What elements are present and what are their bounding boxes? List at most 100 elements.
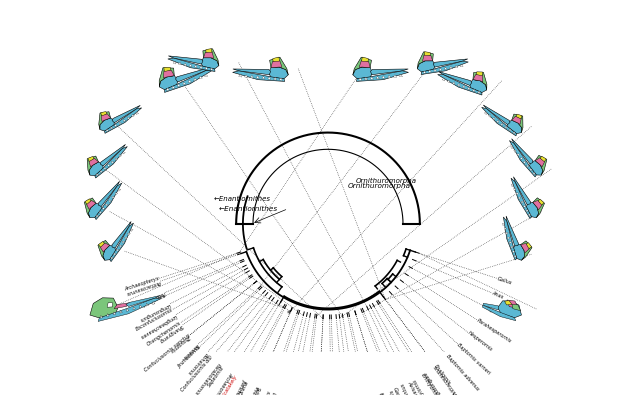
Polygon shape — [108, 164, 110, 167]
Polygon shape — [506, 216, 518, 246]
Polygon shape — [120, 310, 122, 313]
Text: Jinzhouornis: Jinzhouornis — [177, 344, 202, 369]
Polygon shape — [99, 241, 104, 247]
Polygon shape — [535, 155, 547, 175]
Polygon shape — [269, 57, 288, 75]
Text: Eoconfuciusornis: Eoconfuciusornis — [135, 307, 174, 332]
Polygon shape — [112, 222, 131, 248]
Text: Confuciusornis sanctus: Confuciusornis sanctus — [144, 333, 191, 373]
Polygon shape — [417, 61, 435, 72]
Polygon shape — [399, 74, 403, 77]
Polygon shape — [206, 49, 212, 53]
Polygon shape — [513, 251, 515, 253]
Polygon shape — [111, 127, 113, 129]
Polygon shape — [532, 173, 535, 175]
Polygon shape — [472, 89, 475, 92]
Text: Sapeornis: Sapeornis — [207, 365, 226, 388]
Polygon shape — [119, 122, 122, 124]
Polygon shape — [268, 77, 271, 80]
Polygon shape — [473, 74, 483, 82]
Text: Fortunguavis: Fortunguavis — [134, 290, 166, 308]
Polygon shape — [140, 305, 142, 308]
Polygon shape — [127, 233, 131, 235]
Text: Jianchagou: Jianchagou — [230, 378, 247, 395]
Polygon shape — [353, 57, 371, 75]
Text: Zhouornis: Zhouornis — [169, 333, 191, 352]
Text: Longbeacheaves: Longbeacheaves — [138, 312, 177, 339]
Polygon shape — [103, 245, 116, 260]
Polygon shape — [447, 80, 450, 83]
Polygon shape — [504, 217, 517, 260]
Polygon shape — [233, 69, 271, 75]
Polygon shape — [364, 77, 368, 80]
Polygon shape — [100, 145, 125, 166]
Polygon shape — [101, 114, 111, 122]
Text: Psittacosaurus: Psittacosaurus — [433, 363, 459, 395]
Polygon shape — [119, 245, 122, 247]
Text: Longusunguis: Longusunguis — [422, 371, 445, 395]
Polygon shape — [438, 71, 472, 85]
Polygon shape — [470, 79, 486, 92]
Polygon shape — [428, 70, 431, 72]
Polygon shape — [113, 253, 116, 256]
Text: Longipteryx: Longipteryx — [258, 390, 273, 395]
Polygon shape — [521, 243, 530, 253]
Polygon shape — [112, 196, 115, 199]
Polygon shape — [99, 211, 102, 214]
Polygon shape — [269, 67, 288, 79]
Polygon shape — [423, 71, 426, 73]
Polygon shape — [483, 105, 510, 124]
Polygon shape — [529, 214, 531, 216]
Polygon shape — [476, 72, 483, 76]
Text: Boluochia: Boluochia — [247, 385, 261, 395]
Polygon shape — [433, 59, 468, 67]
Polygon shape — [232, 71, 285, 81]
Polygon shape — [358, 78, 362, 80]
Polygon shape — [516, 193, 518, 195]
Polygon shape — [533, 200, 542, 210]
Polygon shape — [168, 56, 203, 64]
Polygon shape — [89, 158, 99, 167]
Text: Gallus: Gallus — [496, 276, 513, 286]
Polygon shape — [512, 116, 522, 124]
Polygon shape — [239, 74, 242, 77]
Polygon shape — [514, 255, 516, 258]
Polygon shape — [271, 60, 282, 68]
Polygon shape — [203, 49, 219, 66]
Polygon shape — [199, 76, 202, 79]
Polygon shape — [504, 228, 506, 230]
Polygon shape — [273, 57, 280, 62]
Text: Dapingfangornis: Dapingfangornis — [378, 392, 394, 395]
Polygon shape — [504, 301, 512, 305]
Polygon shape — [483, 303, 499, 310]
Polygon shape — [90, 298, 118, 318]
Polygon shape — [127, 117, 130, 119]
Polygon shape — [279, 78, 282, 81]
Polygon shape — [484, 112, 486, 115]
Text: Parabohairornis: Parabohairornis — [193, 361, 221, 395]
Polygon shape — [529, 169, 532, 171]
Polygon shape — [538, 199, 544, 205]
Polygon shape — [394, 75, 397, 77]
Polygon shape — [513, 245, 525, 260]
Polygon shape — [497, 120, 499, 123]
Polygon shape — [521, 241, 532, 260]
Polygon shape — [111, 257, 113, 260]
Text: Ornithuromorpha: Ornithuromorpha — [348, 183, 411, 189]
Text: *: * — [287, 310, 291, 319]
Polygon shape — [498, 301, 522, 318]
Polygon shape — [438, 75, 482, 95]
Polygon shape — [359, 60, 370, 68]
Polygon shape — [99, 112, 111, 130]
Polygon shape — [356, 71, 408, 81]
Polygon shape — [194, 78, 197, 81]
Polygon shape — [513, 188, 516, 191]
Polygon shape — [172, 86, 175, 89]
Polygon shape — [262, 76, 265, 79]
Polygon shape — [482, 107, 516, 136]
Polygon shape — [520, 158, 522, 160]
Polygon shape — [166, 88, 170, 91]
Text: ←Enantiornithes: ←Enantiornithes — [219, 206, 278, 212]
Polygon shape — [118, 189, 121, 191]
Polygon shape — [164, 67, 171, 71]
